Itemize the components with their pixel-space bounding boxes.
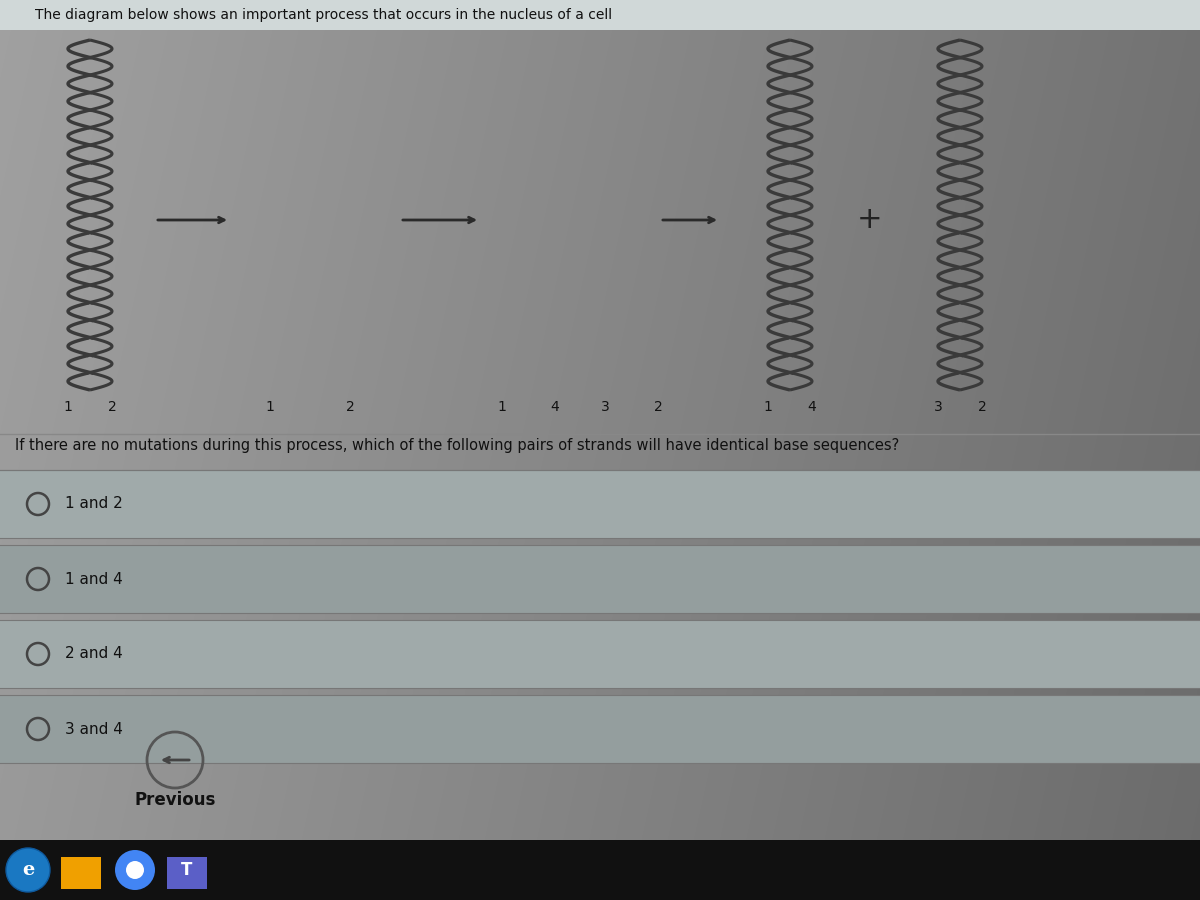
Circle shape [115, 850, 155, 890]
Text: 4: 4 [808, 400, 816, 414]
Text: The diagram below shows an important process that occurs in the nucleus of a cel: The diagram below shows an important pro… [35, 8, 612, 22]
FancyBboxPatch shape [0, 545, 1200, 613]
Text: 2: 2 [978, 400, 986, 414]
FancyBboxPatch shape [0, 470, 1200, 538]
Text: +: + [857, 205, 883, 235]
Text: 1 and 2: 1 and 2 [65, 497, 122, 511]
Text: 3: 3 [934, 400, 942, 414]
Text: 1: 1 [763, 400, 773, 414]
Text: 2: 2 [346, 400, 354, 414]
Text: T: T [181, 861, 193, 879]
Text: e: e [22, 861, 34, 879]
Circle shape [126, 861, 144, 879]
Text: 3: 3 [601, 400, 610, 414]
Text: 2: 2 [654, 400, 662, 414]
Text: If there are no mutations during this process, which of the following pairs of s: If there are no mutations during this pr… [14, 438, 899, 453]
FancyBboxPatch shape [167, 857, 208, 889]
Text: 3 and 4: 3 and 4 [65, 722, 122, 736]
FancyBboxPatch shape [0, 0, 1200, 30]
Text: 2 and 4: 2 and 4 [65, 646, 122, 662]
FancyBboxPatch shape [0, 620, 1200, 688]
Text: 1: 1 [498, 400, 506, 414]
Text: Previous: Previous [134, 791, 216, 809]
Text: 1: 1 [64, 400, 72, 414]
Circle shape [6, 848, 50, 892]
Text: 4: 4 [551, 400, 559, 414]
FancyBboxPatch shape [0, 695, 1200, 763]
Text: 1: 1 [265, 400, 275, 414]
FancyBboxPatch shape [61, 857, 101, 889]
Text: 1 and 4: 1 and 4 [65, 572, 122, 587]
FancyBboxPatch shape [0, 840, 1200, 900]
Text: 2: 2 [108, 400, 116, 414]
